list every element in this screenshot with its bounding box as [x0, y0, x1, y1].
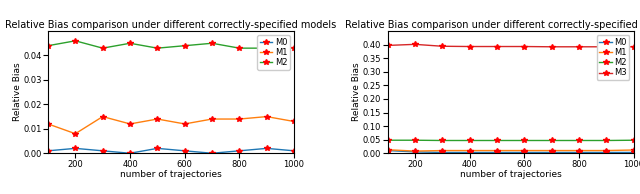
- Line: M0: M0: [45, 146, 297, 156]
- M2: [290, 47, 298, 49]
- Legend: M0, M1, M2, M3: M0, M1, M2, M3: [597, 35, 629, 80]
- X-axis label: number of trajectories: number of trajectories: [460, 170, 561, 179]
- M0: [208, 152, 216, 154]
- M2: [548, 139, 556, 142]
- M1: [44, 123, 52, 125]
- M2: [520, 139, 528, 142]
- M1: [438, 149, 446, 152]
- Line: M1: M1: [45, 114, 297, 137]
- M1: [181, 123, 189, 125]
- M2: [72, 40, 79, 42]
- M2: [236, 47, 243, 49]
- M1: [99, 115, 106, 118]
- M1: [72, 133, 79, 135]
- M0: [411, 151, 419, 153]
- M1: [263, 115, 271, 118]
- M0: [290, 150, 298, 152]
- M0: [548, 151, 556, 154]
- M3: [466, 45, 474, 48]
- M1: [466, 149, 474, 152]
- M2: [263, 47, 271, 49]
- M3: [438, 45, 446, 47]
- M2: [154, 47, 161, 49]
- M0: [575, 151, 583, 154]
- M0: [236, 150, 243, 152]
- M1: [236, 118, 243, 120]
- M0: [466, 151, 474, 154]
- M2: [602, 139, 610, 142]
- M1: [520, 149, 528, 152]
- M0: [438, 151, 446, 154]
- M3: [384, 44, 392, 47]
- Line: M2: M2: [385, 137, 636, 143]
- M2: [493, 139, 500, 142]
- M0: [520, 151, 528, 154]
- M1: [208, 118, 216, 120]
- M3: [520, 45, 528, 48]
- M2: [575, 139, 583, 142]
- M0: [181, 150, 189, 152]
- M3: [575, 46, 583, 48]
- M2: [181, 45, 189, 47]
- M0: [72, 147, 79, 150]
- M1: [290, 120, 298, 123]
- M1: [384, 149, 392, 151]
- Title: Relative Bias comparison under different correctly-specified models: Relative Bias comparison under different…: [5, 20, 337, 30]
- M2: [384, 139, 392, 141]
- M3: [630, 46, 637, 48]
- M3: [548, 46, 556, 48]
- Y-axis label: Relative Bias: Relative Bias: [353, 63, 362, 121]
- Line: M1: M1: [385, 147, 636, 154]
- M1: [411, 150, 419, 152]
- M0: [126, 152, 134, 154]
- M1: [630, 149, 637, 151]
- M2: [44, 45, 52, 47]
- M1: [548, 149, 556, 152]
- M1: [126, 123, 134, 125]
- M0: [263, 147, 271, 150]
- M2: [438, 139, 446, 142]
- Line: M0: M0: [385, 148, 636, 155]
- M2: [630, 139, 637, 141]
- M1: [154, 118, 161, 120]
- M1: [575, 149, 583, 152]
- M2: [99, 47, 106, 49]
- M0: [602, 151, 610, 154]
- M2: [126, 42, 134, 44]
- Line: M3: M3: [385, 42, 636, 50]
- M3: [602, 46, 610, 48]
- M3: [411, 43, 419, 46]
- M0: [99, 150, 106, 152]
- Legend: M0, M1, M2: M0, M1, M2: [257, 35, 290, 70]
- Line: M2: M2: [45, 38, 297, 51]
- M1: [493, 149, 500, 152]
- M2: [466, 139, 474, 142]
- M0: [493, 151, 500, 154]
- Title: Relative Bias comparison under different correctly-specified models: Relative Bias comparison under different…: [345, 20, 640, 30]
- M0: [630, 151, 637, 154]
- M0: [154, 147, 161, 150]
- M0: [44, 150, 52, 152]
- M0: [384, 149, 392, 152]
- M1: [602, 149, 610, 152]
- M3: [493, 45, 500, 48]
- M2: [411, 139, 419, 141]
- M2: [208, 42, 216, 44]
- X-axis label: number of trajectories: number of trajectories: [120, 170, 222, 179]
- Y-axis label: Relative Bias: Relative Bias: [13, 63, 22, 121]
